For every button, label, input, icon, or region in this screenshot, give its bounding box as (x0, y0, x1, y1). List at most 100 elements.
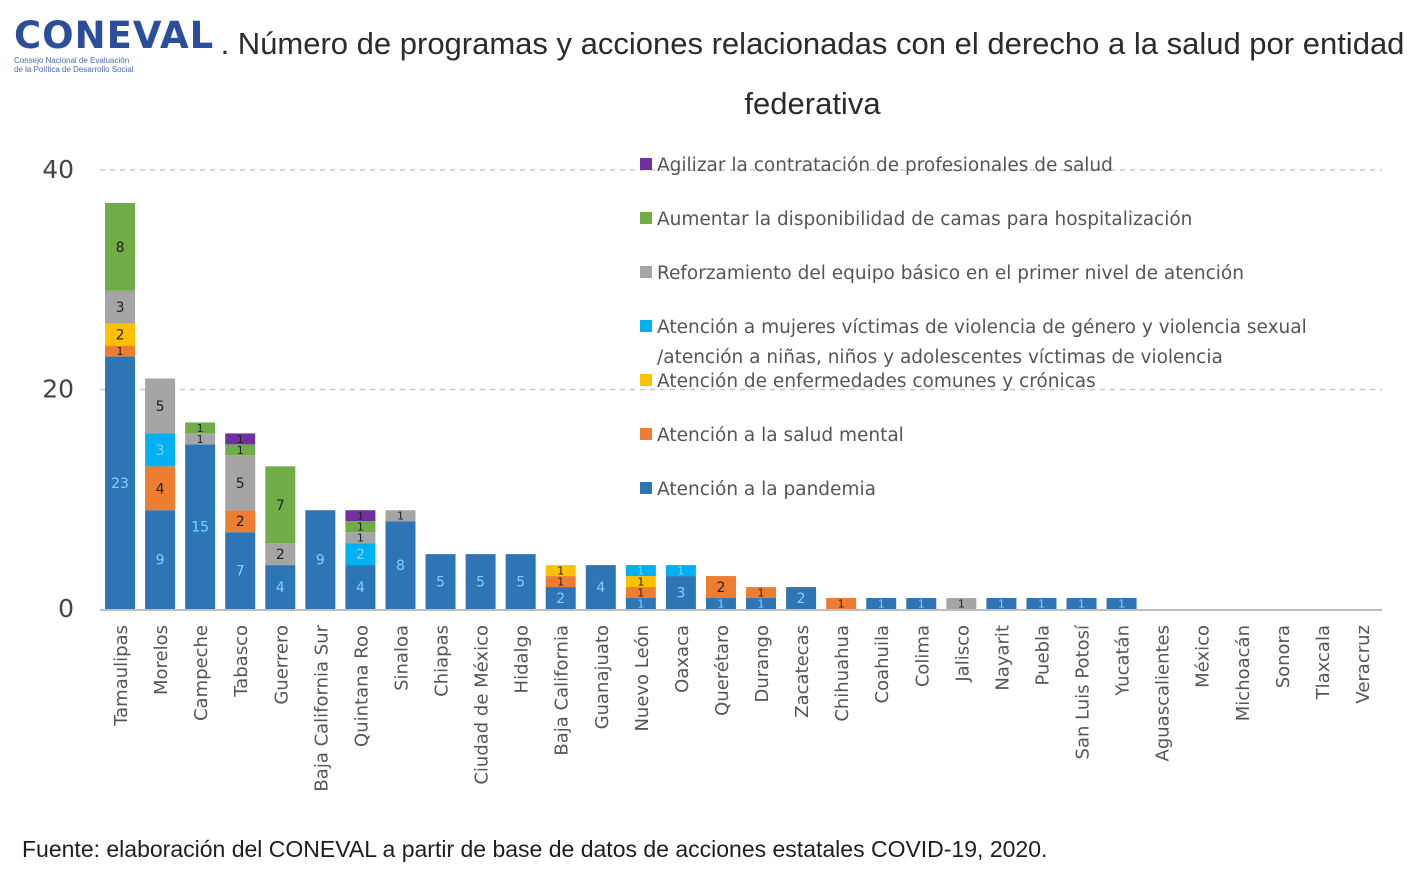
category-label: Veracruz (1353, 625, 1374, 704)
data-label: 4 (356, 580, 365, 596)
category-label: San Luis Potosí (1073, 624, 1094, 759)
data-label: 1 (637, 576, 644, 589)
stacked-bar-chart: 02040231238Tamaulipas9435Morelos1511Camp… (42, 155, 1382, 792)
bar-segment (465, 554, 496, 609)
bar-segment (505, 554, 536, 609)
data-label: 2 (797, 591, 806, 607)
category-label: Zacatecas (792, 625, 813, 718)
bar-segment (625, 587, 656, 599)
chart-title: . Número de programas y acciones relacio… (220, 26, 1405, 121)
bar-segment (225, 433, 256, 445)
category-label: Nuevo León (632, 625, 653, 732)
legend-label-continued: /atención a niñas, niños y adolescentes … (657, 347, 1223, 368)
data-label: 1 (557, 576, 564, 589)
legend-item: Aumentar la disponibilidad de camas para… (640, 205, 1192, 235)
bar-segment (1066, 598, 1097, 609)
legend-swatch (640, 482, 652, 494)
bar-segment (625, 565, 656, 577)
data-label: 5 (476, 575, 485, 591)
data-label: 2 (717, 580, 726, 596)
legend-item: Reforzamiento del equipo básico en el pr… (640, 259, 1244, 289)
bar-segment (385, 510, 416, 522)
bar-segment (1026, 598, 1057, 609)
data-label: 5 (236, 476, 245, 492)
bar-segment (265, 565, 296, 609)
legend-label: Aumentar la disponibilidad de camas para… (657, 209, 1193, 230)
data-label: 1 (838, 597, 845, 610)
category-label: Chihuahua (832, 625, 853, 722)
bar-segment (906, 598, 937, 609)
bar-segment (185, 444, 216, 609)
bar-segment (185, 433, 216, 445)
data-label: 1 (357, 521, 364, 534)
legend-swatch (640, 158, 652, 170)
data-label: 5 (156, 399, 165, 415)
bar-segment (105, 356, 136, 609)
data-label: 1 (1038, 597, 1045, 610)
bar-segment (625, 598, 656, 609)
bar-segment (345, 521, 376, 533)
bar-segment (425, 554, 456, 609)
data-label: 9 (316, 553, 325, 569)
bar-segment (145, 433, 176, 467)
data-label: 1 (717, 597, 724, 610)
bar-segment (625, 576, 656, 588)
data-label: 1 (357, 532, 364, 545)
data-label: 1 (637, 586, 644, 599)
coneval-logo: CONEVAL Consejo Nacional de Evaluación d… (14, 16, 214, 91)
legend-swatch (640, 320, 652, 332)
bar-segment (665, 565, 696, 577)
bar-segment (545, 587, 576, 609)
category-label: Ciudad de México (472, 625, 493, 785)
data-label: 1 (397, 510, 404, 523)
data-label: 2 (276, 547, 285, 563)
y-tick-label: 20 (42, 375, 74, 404)
category-label: Colima (912, 625, 933, 687)
data-label: 7 (276, 498, 285, 514)
bar-segment (705, 598, 736, 609)
bar-segment (105, 202, 136, 291)
legend-item: Atención a la pandemia (640, 475, 876, 505)
bar-segment (826, 598, 857, 609)
category-label: Chiapas (432, 625, 453, 697)
legend-label: Atención de enfermedades comunes y cróni… (657, 371, 1096, 392)
data-label: 1 (958, 597, 965, 610)
category-label: Sinaloa (391, 625, 412, 691)
bar-segment (265, 466, 296, 544)
data-label: 1 (357, 510, 364, 523)
bar-segment (345, 543, 376, 566)
logo-subtitle-1: Consejo Nacional de Evaluación (14, 56, 130, 65)
bar-segment (105, 290, 136, 324)
data-label: 1 (878, 597, 885, 610)
bar-segment (665, 576, 696, 609)
bar-segment (145, 378, 176, 434)
category-label: Querétaro (712, 625, 733, 716)
data-label: 2 (556, 591, 565, 607)
category-label: Hidalgo (512, 625, 533, 693)
legend-label: Atención a mujeres víctimas de violencia… (657, 317, 1307, 338)
category-label: Coahuila (872, 625, 893, 703)
bar-segment (545, 565, 576, 577)
data-label: 23 (111, 476, 129, 492)
category-label: Baja California Sur (311, 624, 332, 791)
legend-swatch (640, 428, 652, 440)
bar-segment (866, 598, 897, 609)
bar-segment (105, 323, 136, 346)
category-label: Puebla (1032, 625, 1053, 685)
bar-segment (345, 565, 376, 609)
category-label: Jalisco (952, 625, 973, 683)
category-label: Durango (752, 625, 773, 703)
bar-segment (946, 598, 977, 609)
data-label: 8 (396, 558, 405, 574)
data-label: 1 (237, 444, 244, 457)
data-label: 3 (116, 300, 125, 316)
data-label: 3 (676, 586, 685, 602)
data-label: 7 (236, 564, 245, 580)
logo-brand: CONEVAL (14, 14, 215, 57)
legend-item: Atención de enfermedades comunes y cróni… (640, 367, 1096, 397)
legend-item: Atención a la salud mental (640, 421, 904, 451)
bar-segment (225, 532, 256, 609)
category-label: Michoacán (1233, 625, 1254, 721)
category-label: Guerrero (271, 625, 292, 705)
bar-segment (986, 598, 1017, 609)
